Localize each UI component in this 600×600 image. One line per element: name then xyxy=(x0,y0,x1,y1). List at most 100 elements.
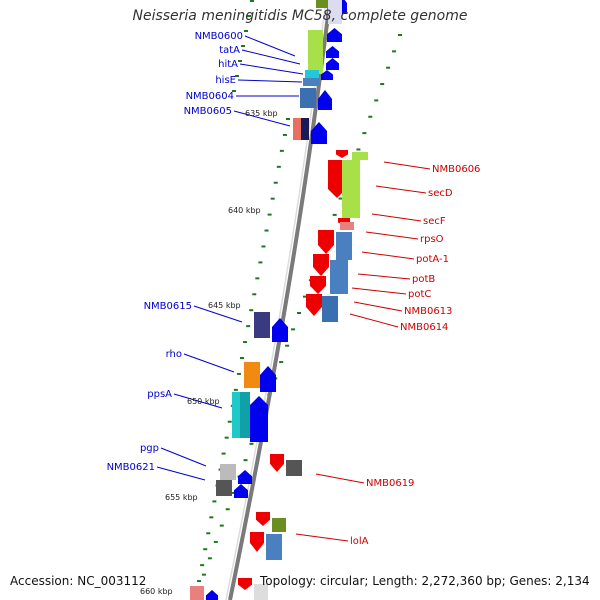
gene-arrow-nmb0600 xyxy=(327,28,342,42)
scale-tick xyxy=(213,540,218,543)
leader-line xyxy=(173,393,223,409)
gene-block-nmb0604 xyxy=(300,88,316,108)
leader-line xyxy=(315,473,365,484)
gene-label-left: pgp xyxy=(140,443,159,454)
gene-label-left: hisE xyxy=(215,75,236,86)
scale-label: 645 kbp xyxy=(208,301,241,310)
gene-block-pota xyxy=(330,260,348,294)
scale-tick xyxy=(282,133,287,136)
gene-label-right: lolA xyxy=(350,536,369,547)
scale-tick xyxy=(270,197,275,200)
gene-arrow-nmb0605 xyxy=(311,122,327,144)
gene-block-lola-a xyxy=(272,518,286,532)
leader-line xyxy=(239,63,304,75)
scale-tick xyxy=(380,83,385,86)
scale-tick xyxy=(276,165,281,168)
gene-arrow-tata xyxy=(326,46,339,58)
scale-tick xyxy=(227,420,232,423)
leader-line xyxy=(233,110,291,127)
gene-block-nmb0599 xyxy=(316,0,330,8)
scale-tick xyxy=(264,229,269,232)
gene-label-left: ppsA xyxy=(147,389,172,400)
leader-line xyxy=(357,273,411,280)
gene-arrow-rpso xyxy=(318,230,334,254)
gene-label-right: potA-1 xyxy=(416,254,449,265)
scale-tick xyxy=(249,309,254,312)
scale-tick xyxy=(250,0,254,2)
leader-line xyxy=(183,353,235,373)
leader-line xyxy=(349,313,399,328)
scale-tick xyxy=(247,15,251,17)
scale-tick xyxy=(362,132,367,135)
gene-block-nmb0615 xyxy=(254,312,270,338)
gene-label-left: NMB0600 xyxy=(195,31,243,42)
gene-arrow-nmb0606 xyxy=(336,150,348,158)
gene-arrow-ppsa xyxy=(250,396,268,442)
scale-tick xyxy=(207,557,212,560)
leader-line xyxy=(156,466,206,481)
gene-block-nmb0613 xyxy=(322,296,338,322)
leader-line xyxy=(351,287,407,295)
gene-arrow-potb xyxy=(310,276,326,294)
leader-line xyxy=(237,79,303,83)
scale-tick xyxy=(209,516,214,519)
gene-arrow-bottom-b xyxy=(238,578,252,590)
gene-block-nmb0605a xyxy=(293,118,301,140)
scale-tick xyxy=(206,532,211,535)
gene-block-pgp xyxy=(220,464,236,480)
scale-tick xyxy=(212,500,217,503)
gene-arrow-hita xyxy=(326,58,339,70)
scale-label: 660 kbp xyxy=(140,587,173,596)
scale-label: 635 kbp xyxy=(245,109,278,118)
scale-tick xyxy=(200,564,205,567)
scale-tick xyxy=(255,277,260,280)
gene-block-nmb0605b xyxy=(301,118,309,140)
gene-label-left: NMB0605 xyxy=(184,106,232,117)
leader-line xyxy=(365,231,419,240)
scale-tick xyxy=(386,66,391,69)
scale-tick xyxy=(235,75,239,77)
scale-tick xyxy=(243,341,248,344)
gene-block-nmb0606 xyxy=(352,152,368,160)
gene-block-ppsa-b xyxy=(240,392,250,438)
scale-tick xyxy=(285,344,290,347)
gene-label-left: hitA xyxy=(218,59,238,70)
scale-tick xyxy=(197,580,202,583)
scale-tick xyxy=(240,357,244,359)
scale-tick xyxy=(219,524,224,527)
gene-arrow-pgp xyxy=(238,470,252,484)
leader-line xyxy=(353,301,403,312)
leader-line xyxy=(160,447,207,467)
scale-tick xyxy=(203,548,208,551)
gene-block-lola xyxy=(266,534,282,560)
leader-line xyxy=(295,533,349,542)
gene-block-nmb0600 xyxy=(308,30,323,74)
scale-tick xyxy=(279,149,284,152)
gene-arrow-nmb0615 xyxy=(272,318,288,342)
scale-tick xyxy=(241,45,245,47)
scale-tick xyxy=(332,213,337,216)
leader-line xyxy=(244,35,296,57)
gene-label-right: NMB0619 xyxy=(366,478,414,489)
gene-label-right: NMB0614 xyxy=(400,322,448,333)
leader-line xyxy=(193,305,243,323)
scale-tick xyxy=(392,50,397,53)
scale-tick xyxy=(221,452,226,455)
gene-label-right: secD xyxy=(428,188,453,199)
gene-block-nmb0619 xyxy=(286,460,302,476)
scale-tick xyxy=(374,99,379,102)
gene-label-right: potB xyxy=(412,274,435,285)
gene-block-nmb0621 xyxy=(216,480,232,496)
leader-line xyxy=(241,49,301,65)
label-leader-lines xyxy=(156,35,431,542)
scale-tick xyxy=(291,328,296,331)
gene-arrow-nmb0621 xyxy=(234,484,248,498)
genome-summary-text: Topology: circular; Length: 2,272,360 bp… xyxy=(260,574,590,588)
gene-label-right: NMB0606 xyxy=(432,164,480,175)
scale-tick xyxy=(224,436,229,439)
scale-tick xyxy=(258,261,263,264)
accession-text: Accession: NC_003112 xyxy=(10,574,147,588)
scale-tick xyxy=(368,115,373,118)
scale-tick xyxy=(201,573,206,576)
